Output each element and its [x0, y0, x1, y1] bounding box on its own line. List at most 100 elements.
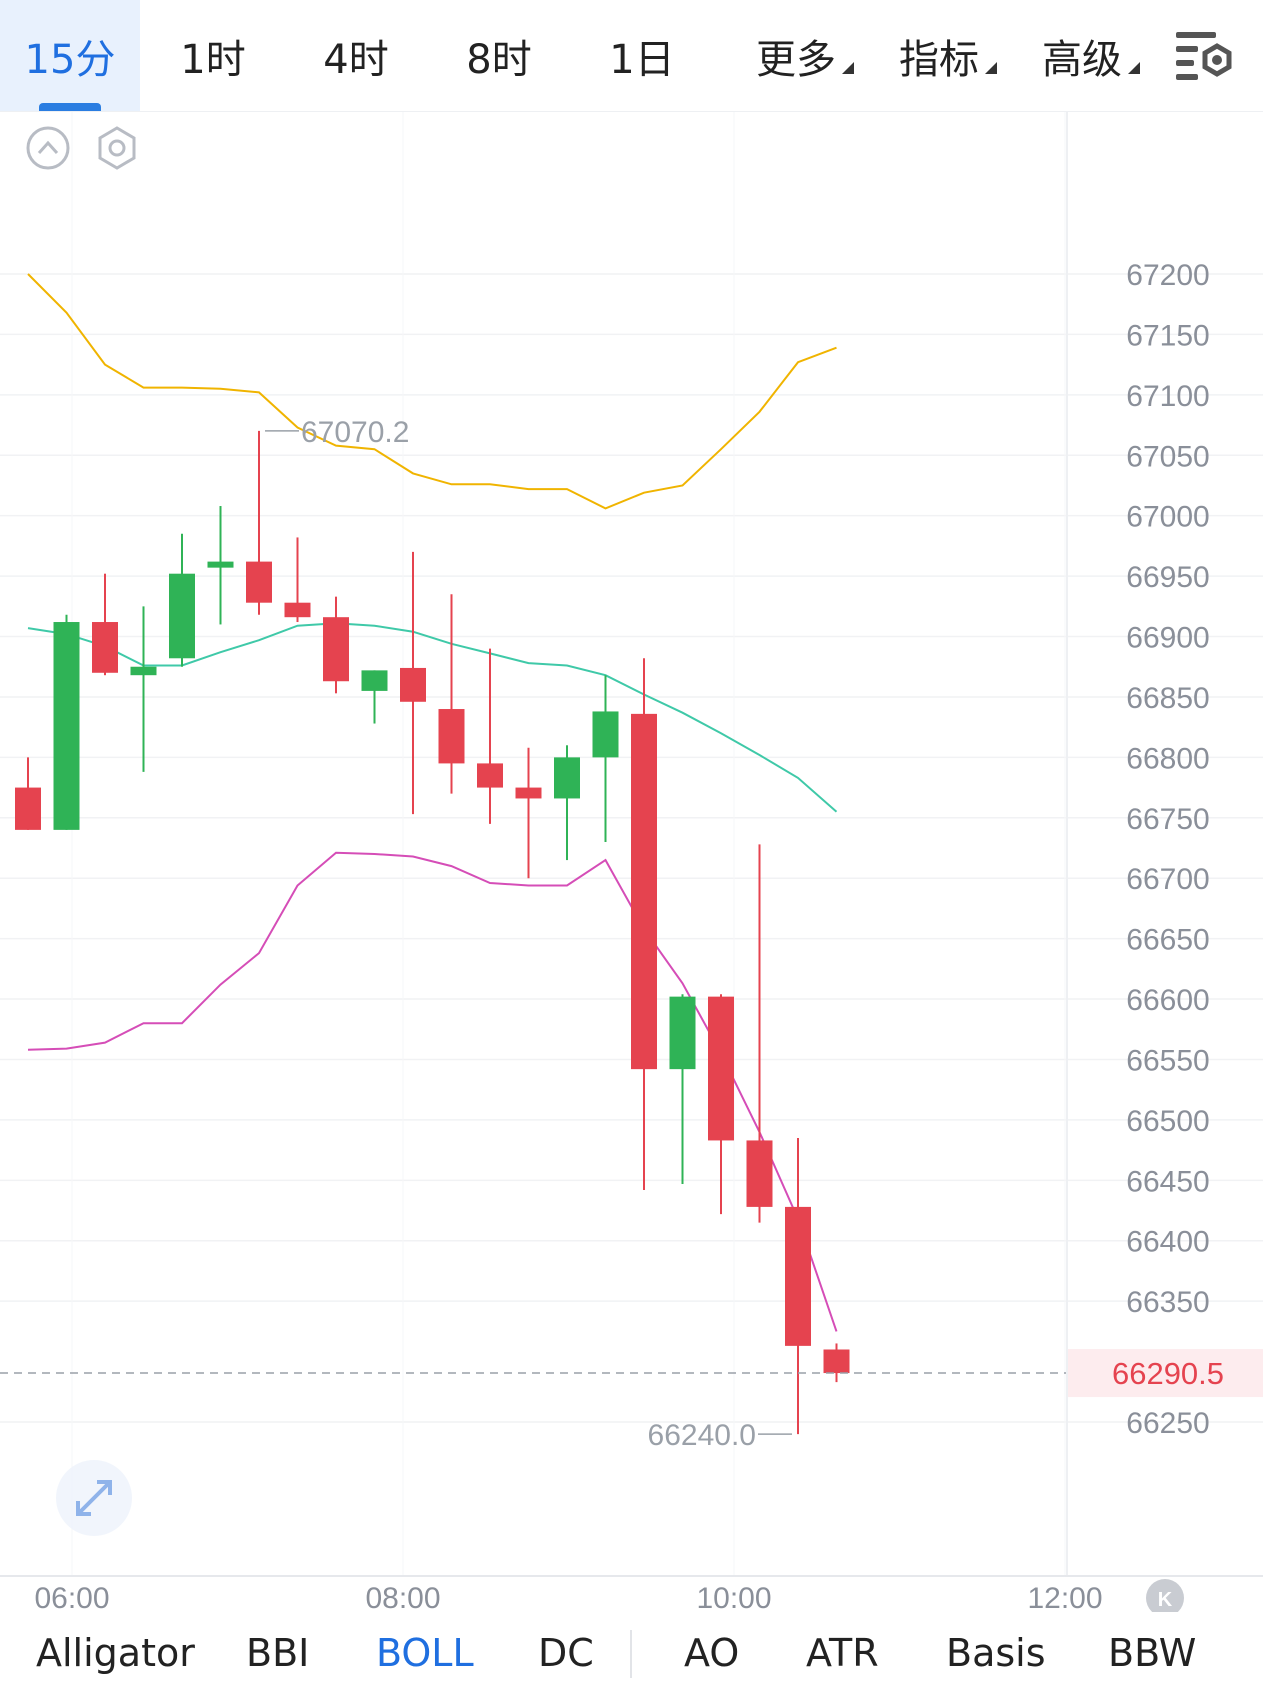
candle-down[interactable] [785, 1138, 811, 1435]
timeframe-8h[interactable]: 8时 [429, 0, 569, 111]
price-tick-label: 66600 [1126, 984, 1209, 1017]
indicator-basis[interactable]: Basis [946, 1612, 1046, 1693]
indicator-alligator-label: Alligator [36, 1630, 195, 1675]
candlestick-chart[interactable]: 67200 67150 67100 67050 67000 66950 66900 66850… [0, 112, 1263, 1617]
candle-body [785, 1206, 811, 1346]
candle-body [130, 666, 157, 676]
indicator-separator [630, 1630, 632, 1678]
candle-down[interactable] [823, 1343, 850, 1383]
candle-body [515, 787, 542, 799]
timeframe-1h[interactable]: 1时 [143, 0, 283, 111]
timeframe-1h-label: 1时 [180, 36, 246, 83]
svg-text:K: K [1158, 1589, 1173, 1611]
candle-up[interactable] [592, 675, 619, 842]
time-tick-label: 08:00 [365, 1582, 440, 1612]
indicator-bbw[interactable]: BBW [1108, 1612, 1196, 1693]
active-tab-indicator [39, 103, 101, 111]
candle-body [823, 1349, 850, 1374]
candle-up[interactable] [361, 670, 388, 724]
price-tick-label: 67000 [1126, 501, 1209, 534]
candle-body [746, 1140, 773, 1207]
candle-body [323, 617, 349, 682]
current-price-label: 66290.5 [1112, 1356, 1224, 1391]
boll-upper-line [27, 273, 837, 510]
k-logo-icon: K [1146, 1579, 1184, 1617]
indicator-atr-label: ATR [806, 1630, 879, 1675]
candle-body [477, 763, 503, 788]
candle-body [207, 561, 234, 568]
more-dropdown[interactable]: 更多 [735, 0, 875, 111]
more-dropdown-label: 更多 [756, 36, 836, 83]
candle-body [361, 670, 388, 691]
chart-canvas[interactable]: 67200 67150 67100 67050 67000 66950 66900 66850… [0, 112, 1263, 1617]
boll-lower-line [27, 851, 838, 1332]
indicator-ao-label: AO [684, 1630, 740, 1675]
timeframe-4h-label: 4时 [323, 36, 389, 83]
candle-body [92, 622, 118, 673]
price-tick-label: 67100 [1126, 380, 1209, 413]
indicator-boll[interactable]: BOLL [376, 1612, 474, 1693]
price-tick-label: 66450 [1126, 1165, 1209, 1198]
price-tick-label: 67150 [1126, 319, 1209, 352]
candle-down[interactable] [92, 573, 118, 676]
candle-down[interactable] [284, 537, 311, 623]
indicator-alligator[interactable]: Alligator [36, 1612, 195, 1693]
candle-up[interactable] [554, 745, 580, 861]
timeframe-8h-label: 8时 [466, 36, 532, 83]
indicator-tab-bar: Alligator BBI BOLL DC AO ATR Basis BBW [0, 1612, 1263, 1693]
price-tick-label: 66700 [1126, 863, 1209, 896]
indicators-dropdown-label: 指标 [899, 36, 979, 83]
dropdown-triangle-icon [842, 61, 854, 74]
timeframe-1d[interactable]: 1日 [572, 0, 712, 111]
hexagon-settings-icon[interactable] [98, 126, 136, 170]
expand-arrows-icon[interactable] [56, 1460, 132, 1536]
boll-middle-line [27, 622, 838, 813]
time-tick-label: 06:00 [34, 1582, 109, 1612]
boll-lines [27, 273, 838, 1332]
indicator-ao[interactable]: AO [684, 1612, 739, 1693]
candle-up[interactable] [130, 606, 157, 772]
candle-down[interactable] [246, 430, 272, 615]
price-markers: 67070.2 66240.0 66290.5 [0, 416, 1263, 1452]
advanced-dropdown[interactable]: 高级 [1021, 0, 1161, 111]
candle-down[interactable] [515, 747, 542, 879]
candle-body [284, 602, 311, 618]
candle-down[interactable] [746, 844, 773, 1223]
candle-up[interactable] [207, 506, 234, 625]
price-tick-label: 66650 [1126, 924, 1209, 957]
candle-down[interactable] [400, 551, 426, 815]
candle-up[interactable] [669, 994, 696, 1184]
price-tick-label: 66850 [1126, 682, 1209, 715]
price-tick-label: 67200 [1126, 259, 1209, 292]
indicators-dropdown[interactable]: 指标 [878, 0, 1018, 111]
candle-down[interactable] [708, 994, 734, 1215]
indicator-bbi-label: BBI [246, 1630, 310, 1675]
candle-body [246, 561, 272, 603]
indicator-atr[interactable]: ATR [806, 1612, 879, 1693]
timeframe-15m[interactable]: 15分 [0, 0, 140, 111]
candle-down[interactable] [477, 648, 503, 824]
price-tick-label: 66500 [1126, 1105, 1209, 1138]
candle-down[interactable] [631, 658, 657, 1190]
dropdown-triangle-icon [1128, 61, 1140, 74]
candle-body [708, 996, 734, 1141]
candle-body [53, 622, 80, 830]
candle-body [169, 573, 195, 659]
candles [15, 430, 850, 1435]
settings-list-icon[interactable] [1172, 22, 1236, 86]
candle-down[interactable] [438, 594, 465, 794]
candle-down[interactable] [15, 757, 41, 830]
candle-body [554, 757, 580, 799]
candle-up[interactable] [169, 533, 195, 667]
candle-up[interactable] [53, 614, 80, 830]
collapse-up-icon[interactable] [26, 126, 70, 170]
candle-down[interactable] [323, 596, 349, 694]
timeframe-4h[interactable]: 4时 [286, 0, 426, 111]
price-axis: 67200 67150 67100 67050 67000 66950 66900 66850… [1126, 259, 1209, 1440]
indicator-boll-label: BOLL [376, 1630, 474, 1675]
indicator-dc[interactable]: DC [538, 1612, 594, 1693]
time-tick-label: 10:00 [696, 1582, 771, 1612]
indicator-bbi[interactable]: BBI [246, 1612, 309, 1693]
candle-body [669, 996, 696, 1070]
candle-body [15, 787, 41, 830]
